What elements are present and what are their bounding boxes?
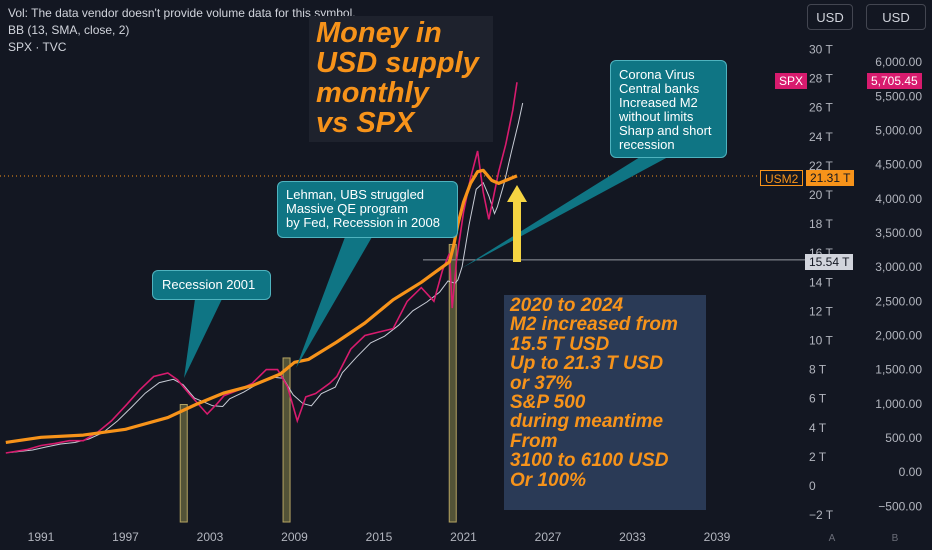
spx-axis-tick-label: 5,500.00: [875, 89, 922, 103]
x-axis-tick-label: 1991: [28, 530, 55, 544]
m2-axis-tick-label: 20 T: [809, 188, 833, 202]
m2-axis-tick-label: 8 T: [809, 363, 827, 377]
x-axis-tick-label: 2021: [450, 530, 477, 544]
spx-axis-tick-label: 500.00: [885, 431, 922, 445]
m2-axis-tick-label: 18 T: [809, 217, 833, 231]
x-axis-tick-label: 2015: [366, 530, 393, 544]
spx-axis-tick-label: 3,500.00: [875, 226, 922, 240]
spx-axis-tick-label: 1,000.00: [875, 397, 922, 411]
corona-annotation: Corona Virus Central banks Increased M2 …: [610, 60, 727, 158]
spx-symbol-tag: SPX: [775, 73, 808, 89]
summary-box: [504, 295, 706, 510]
m2-axis-tick-label: 0: [809, 479, 816, 493]
usm2-value-tag: 21.31 T: [806, 170, 855, 186]
recession-2001-annotation: Recession 2001: [152, 270, 271, 300]
spx-axis-tick-label: 3,000.00: [875, 260, 922, 274]
currency-button-left[interactable]: USD: [807, 4, 853, 30]
m2-series-line: [5, 168, 518, 444]
spx-axis-tick-label: 1,500.00: [875, 363, 922, 377]
level-value-tag: 15.54 T: [805, 254, 854, 270]
recession-pointer: [184, 299, 222, 378]
m2-axis-tick-label: 2 T: [809, 450, 827, 464]
x-axis-tick-label: 1997: [112, 530, 139, 544]
spx-axis-tick-label: 5,000.00: [875, 124, 922, 138]
m2-axis-tick-label: 28 T: [809, 72, 833, 86]
m2-axis-tick-label: 10 T: [809, 334, 833, 348]
x-axis-tick-label: 2039: [704, 530, 731, 544]
bollinger-legend[interactable]: BB (13, SMA, close, 2): [8, 23, 130, 37]
lehman-annotation: Lehman, UBS struggled Massive QE program…: [277, 181, 458, 238]
axis-footer-a: A: [829, 533, 836, 544]
summary-text: 2020 to 2024 M2 increased from 15.5 T US…: [510, 295, 678, 491]
corona-pointer: [462, 157, 668, 268]
up-arrow-icon: [507, 185, 527, 262]
spx-axis-tick-label: 0.00: [899, 465, 923, 479]
spx-price-tag: 5,705.45: [867, 73, 922, 89]
spx-series-line: [5, 82, 518, 454]
x-axis-tick-label: 2009: [281, 530, 308, 544]
usm2-symbol-tag: USM2: [760, 170, 804, 186]
m2-axis-tick-label: 14 T: [809, 275, 833, 289]
m2-axis-tick-label: 6 T: [809, 392, 827, 406]
currency-button-right[interactable]: USD: [866, 4, 926, 30]
spx-axis-tick-label: 4,000.00: [875, 192, 922, 206]
spx-axis-tick-label: 6,000.00: [875, 55, 922, 69]
recession-bar: [179, 404, 188, 523]
bollinger-basis-line: [11, 102, 524, 453]
axis-footer-b: B: [892, 533, 899, 544]
spx-axis-strip: [855, 0, 932, 550]
m2-axis-tick-label: 30 T: [809, 43, 833, 57]
title-background: [309, 16, 493, 142]
volume-legend: Vol: The data vendor doesn't provide vol…: [8, 6, 356, 20]
x-axis-tick-label: 2027: [535, 530, 562, 544]
m2-axis-tick-label: 24 T: [809, 130, 833, 144]
chart-title: Money in USD supply monthly vs SPX: [316, 17, 479, 139]
x-axis-tick-label: 2033: [619, 530, 646, 544]
recession-bar: [282, 357, 291, 523]
m2-axis-tick-label: 12 T: [809, 304, 833, 318]
m2-axis-tick-label: 26 T: [809, 101, 833, 115]
symbol-legend[interactable]: SPX · TVC: [8, 40, 67, 54]
spx-axis-tick-label: 4,500.00: [875, 158, 922, 172]
spx-axis-tick-label: 2,000.00: [875, 328, 922, 342]
spx-axis-tick-label: 2,500.00: [875, 294, 922, 308]
m2-axis-tick-label: 22 T: [809, 159, 833, 173]
m2-axis-tick-label: −2 T: [809, 508, 834, 522]
spx-axis-tick-label: −500.00: [878, 499, 922, 513]
lehman-pointer: [296, 237, 372, 368]
x-axis-tick-label: 2003: [197, 530, 224, 544]
m2-axis-tick-label: 4 T: [809, 421, 827, 435]
